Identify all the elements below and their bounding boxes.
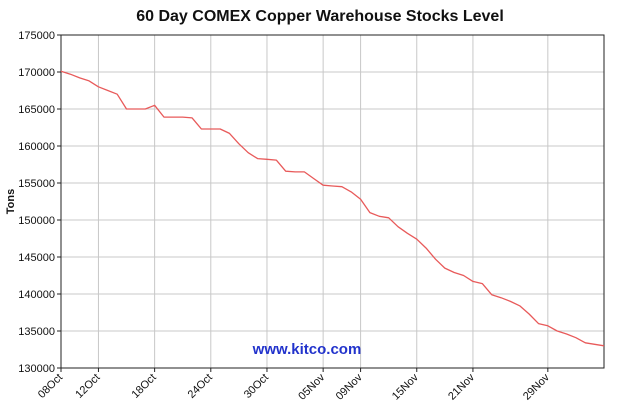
series-group [60,70,605,347]
y-tick-label: 130000 [18,363,55,375]
x-tick-label: 29Nov [521,371,552,402]
y-tick-label: 170000 [18,67,55,79]
y-tick-label: 175000 [18,30,55,42]
x-axis: 08Oct 12Oct 18Oct 24Oct 30Oct 05Nov 09Nov 15Nov… [36,368,552,403]
y-tick-label: 150000 [18,215,55,227]
chart-title: 60 Day COMEX Copper Warehouse Stocks Lev… [136,8,504,25]
x-tick-label: 09Nov [334,371,365,402]
series-line [60,70,605,347]
x-tick-label: 12Oct [73,372,102,401]
x-tick-label: 24Oct [186,372,215,401]
y-tick-label: 165000 [18,104,55,116]
y-tick-label: 160000 [18,141,55,153]
x-tick-label: 30Oct [242,372,271,401]
y-tick-label: 155000 [18,178,55,190]
x-tick-label: 15Nov [390,371,421,402]
y-tick-label: 140000 [18,289,55,301]
y-tick-label: 135000 [18,326,55,338]
y-axis: 130000 135000 140000 145000 150000 155000 1600… [18,30,61,375]
y-axis-label: Tons [5,189,17,214]
grid-lines [61,35,604,368]
y-tick-label: 145000 [18,252,55,264]
x-tick-label: 08Oct [36,372,65,401]
x-tick-label: 18Oct [129,372,158,401]
watermark[interactable]: www.kitco.com [252,341,362,358]
plot-frame [60,34,605,369]
x-tick-label: 05Nov [296,371,327,402]
x-tick-label: 21Nov [446,371,477,402]
